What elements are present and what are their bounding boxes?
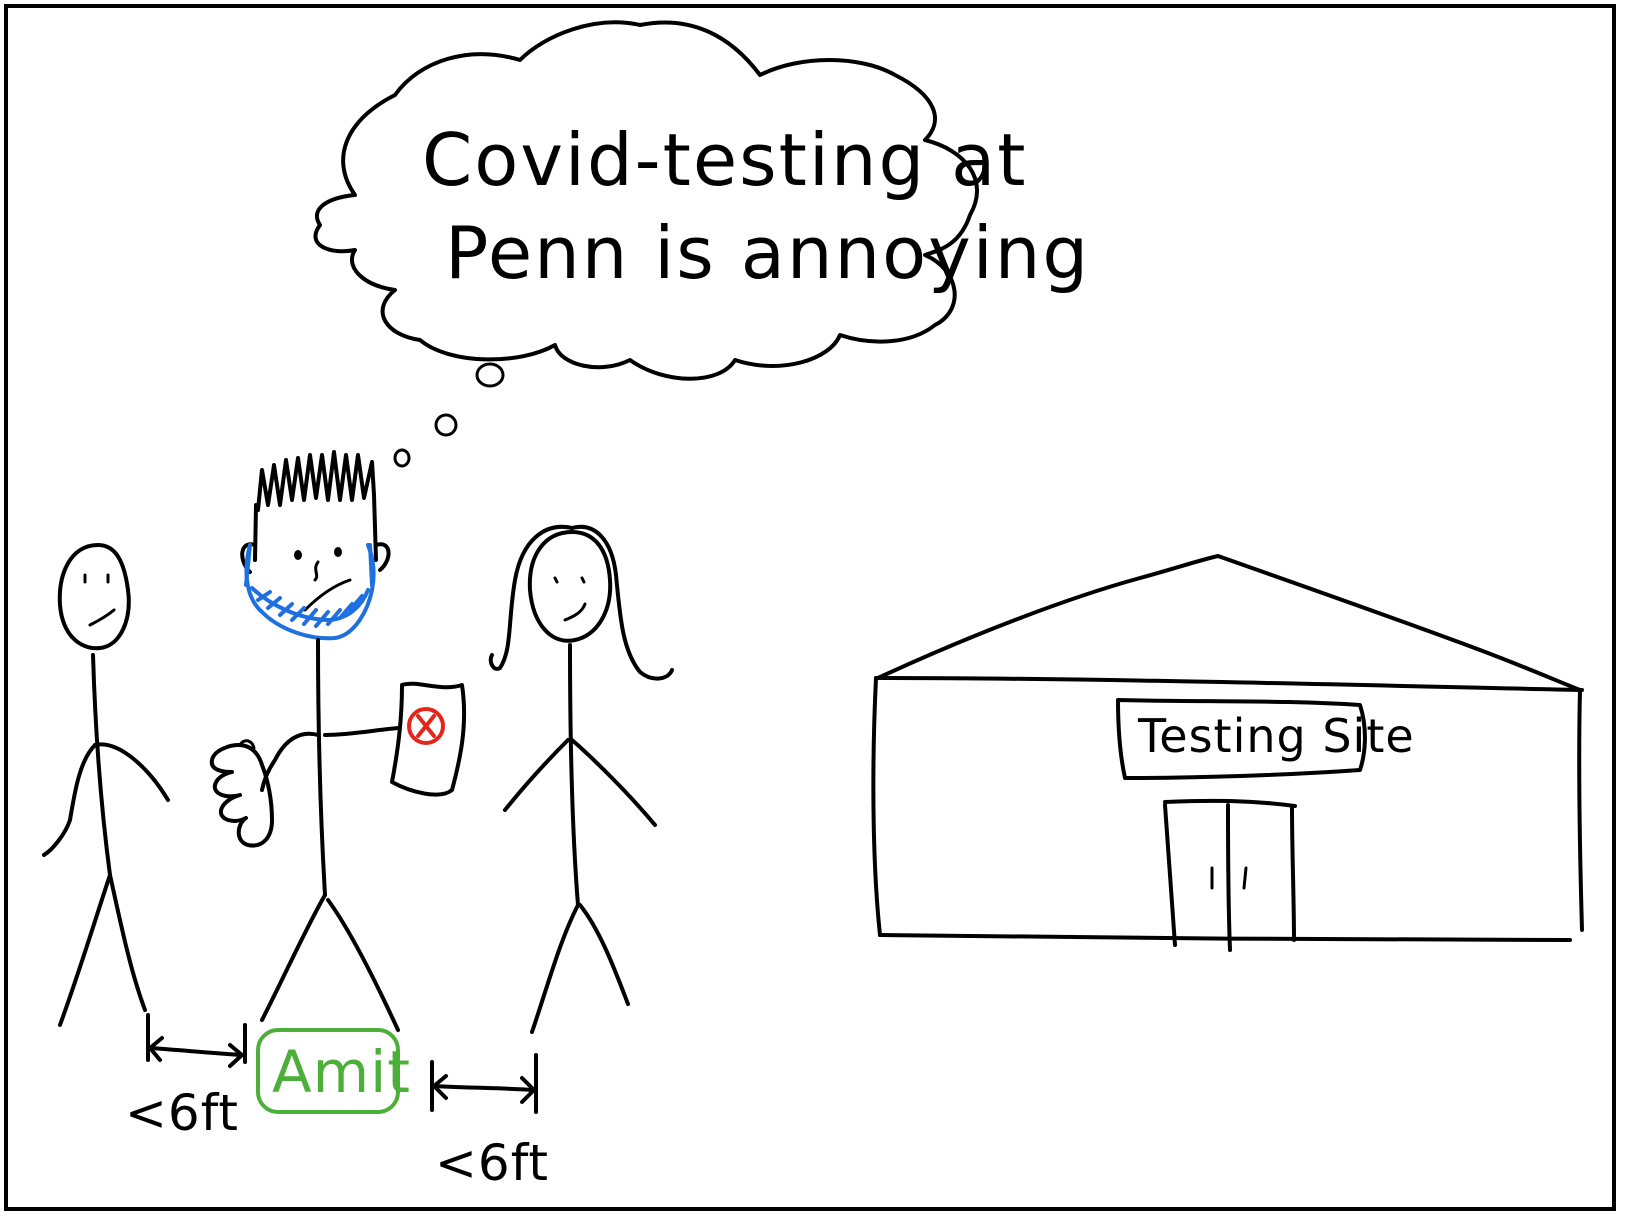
distance-marker-right: <6ft xyxy=(430,1053,549,1192)
building-eave xyxy=(874,676,1584,692)
left-person xyxy=(42,543,170,1027)
left-person-leg xyxy=(58,873,112,1027)
door-top xyxy=(1163,798,1297,808)
left-person-leg xyxy=(108,873,147,1012)
main-person-leg xyxy=(260,893,327,1022)
thought-bubble: Covid-testing at Penn is annoying xyxy=(313,20,1090,468)
drawing-frame xyxy=(4,4,1616,1211)
arrow-head xyxy=(432,1074,448,1100)
reject-x-mark xyxy=(416,714,436,738)
thought-text-line-1: Covid-testing at xyxy=(422,118,1027,202)
main-person-mouth xyxy=(303,578,352,612)
thought-dot-large xyxy=(475,362,505,388)
right-person-head xyxy=(527,530,613,643)
door-middle xyxy=(1226,803,1232,952)
main-person-head-side xyxy=(253,503,258,562)
left-person-arm xyxy=(42,743,97,857)
main-person-head-side xyxy=(372,493,378,562)
left-person-head xyxy=(57,543,131,651)
right-person-hair xyxy=(570,524,674,681)
name-tag-label: Amit xyxy=(272,1038,411,1106)
building-wall-right xyxy=(1577,688,1584,932)
right-person xyxy=(488,524,674,1034)
distance-marker-left: <6ft xyxy=(125,1013,247,1142)
right-person-leg xyxy=(578,903,630,1006)
building-base xyxy=(878,933,1572,942)
testing-site-building: Testing Site xyxy=(871,554,1584,952)
building-roof xyxy=(876,554,1582,692)
thought-dot-small xyxy=(393,448,411,468)
right-person-body xyxy=(568,643,580,907)
building-wall-left xyxy=(871,676,882,937)
thumbs-down-hand xyxy=(209,743,274,848)
main-person-arm-left xyxy=(260,731,320,792)
main-person-body xyxy=(316,638,327,897)
left-person-body xyxy=(91,653,112,877)
right-person-mouth xyxy=(563,602,587,622)
left-person-arm xyxy=(93,742,170,802)
face-mask-pleats xyxy=(256,590,364,628)
main-person-leg xyxy=(326,898,400,1032)
distance-label-right: <6ft xyxy=(435,1134,549,1192)
face-mask-straps xyxy=(244,543,374,587)
main-person-eye xyxy=(294,550,302,560)
thought-dot-medium xyxy=(434,413,458,437)
arrow-head xyxy=(228,1043,244,1068)
double-arrow xyxy=(148,1046,244,1057)
testing-site-sign xyxy=(1116,698,1367,780)
door-right xyxy=(1290,806,1296,942)
testing-site-sign-label: Testing Site xyxy=(1137,709,1415,763)
main-person-hair xyxy=(256,450,376,512)
thumbs-down-thumb xyxy=(238,739,256,750)
arrow-head xyxy=(520,1076,536,1104)
name-tag: Amit xyxy=(256,1028,411,1114)
door-left xyxy=(1163,803,1177,947)
right-person-hair xyxy=(488,524,574,671)
thought-text-line-2: Penn is annoying xyxy=(445,211,1090,295)
double-arrow xyxy=(432,1084,536,1092)
right-person-arm xyxy=(503,738,570,812)
main-person-arm-right xyxy=(323,726,400,737)
distance-label-left: <6ft xyxy=(125,1084,239,1142)
main-person-eye xyxy=(334,547,342,557)
phone xyxy=(390,681,467,797)
right-person-eye xyxy=(553,576,559,584)
reject-x-icon xyxy=(407,707,445,745)
left-person-mouth xyxy=(88,608,116,627)
right-person-leg xyxy=(530,903,580,1034)
face-mask xyxy=(244,543,376,641)
arrow-head xyxy=(148,1036,164,1062)
main-person-nose xyxy=(313,560,320,582)
right-person-eye xyxy=(580,576,586,584)
main-person xyxy=(209,450,467,1032)
main-person-ear xyxy=(374,542,391,572)
name-tag-border xyxy=(256,1028,400,1114)
door-handle xyxy=(1242,866,1248,890)
right-person-arm xyxy=(570,738,657,827)
